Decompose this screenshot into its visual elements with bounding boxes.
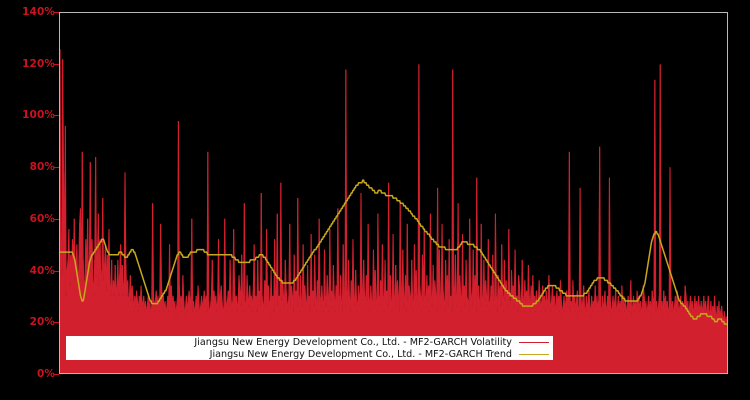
- y-axis-tick-label: 140%: [22, 6, 55, 18]
- legend-item-volatility: Jiangsu New Energy Development Co., Ltd.…: [66, 336, 553, 348]
- legend-swatch-volatility: [519, 341, 549, 343]
- volatility-sticks: [60, 49, 727, 373]
- legend-label-trend: Jiangsu New Energy Development Co., Ltd.…: [209, 348, 512, 360]
- chart-canvas: [60, 13, 727, 373]
- y-axis-tick-mark: [54, 374, 59, 375]
- y-axis-tick-label: 40%: [29, 264, 55, 277]
- y-axis-tick-mark: [54, 322, 59, 324]
- y-axis-tick-mark: [54, 270, 59, 272]
- chart-legend: Jiangsu New Energy Development Co., Ltd.…: [66, 336, 553, 360]
- y-axis: 0% 20% 40% 60% 80% 100% 120% 140%: [0, 0, 59, 400]
- legend-swatch-trend: [519, 353, 549, 355]
- y-axis-tick-label: 60%: [29, 212, 55, 225]
- y-axis-tick-label: 0%: [36, 368, 55, 380]
- plot-area: [59, 12, 728, 374]
- y-axis-tick-label: 120%: [22, 57, 55, 70]
- y-axis-tick-mark: [54, 63, 59, 65]
- trend-series: [60, 180, 727, 324]
- y-axis-tick-mark: [54, 218, 59, 220]
- y-axis-tick-label: 80%: [29, 161, 55, 174]
- legend-item-trend: Jiangsu New Energy Development Co., Ltd.…: [66, 348, 553, 360]
- y-axis-tick-mark: [54, 115, 59, 117]
- legend-label-volatility: Jiangsu New Energy Development Co., Ltd.…: [194, 336, 512, 348]
- y-axis-tick-label: 20%: [29, 316, 55, 329]
- y-axis-tick-mark: [54, 12, 59, 13]
- y-axis-tick-mark: [54, 167, 59, 169]
- volatility-series: [60, 49, 727, 327]
- y-axis-tick-label: 100%: [22, 109, 55, 122]
